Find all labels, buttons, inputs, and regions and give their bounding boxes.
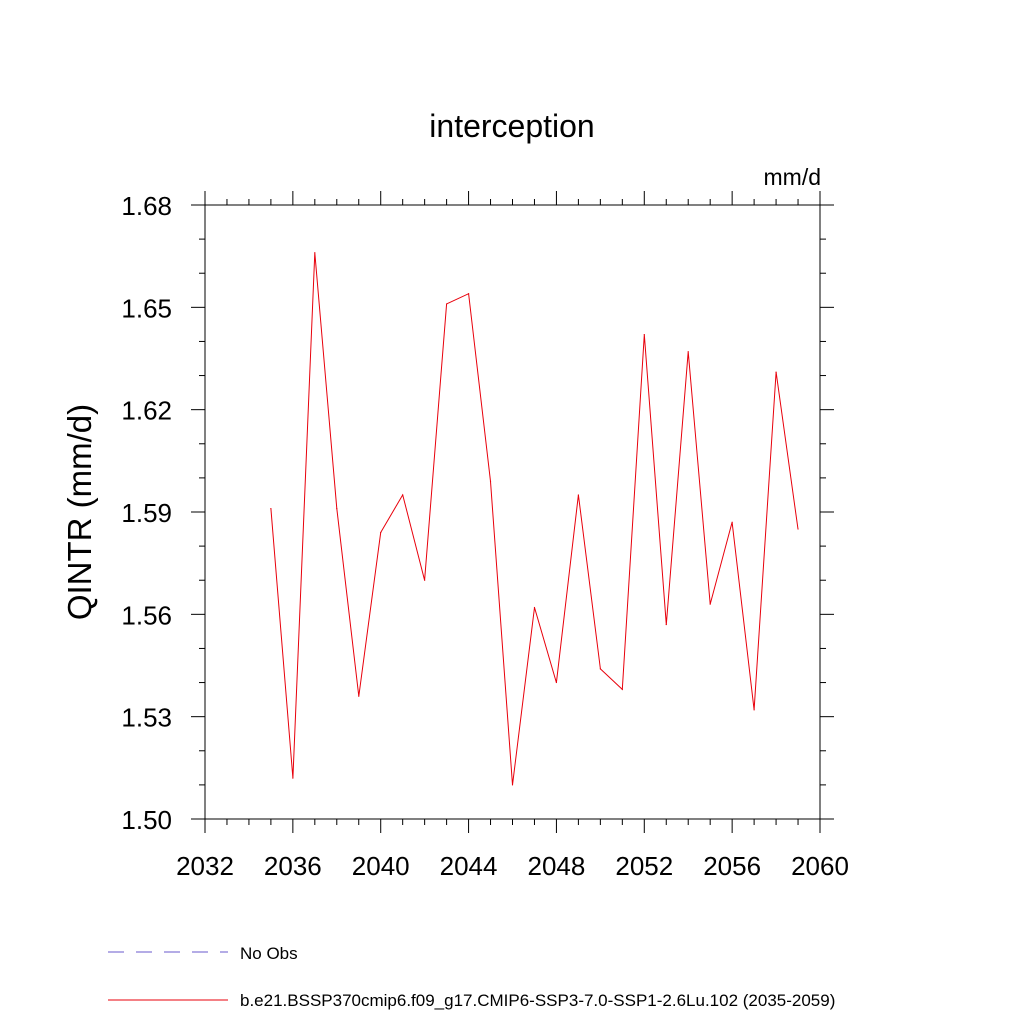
x-tick-label: 2040 [352, 851, 410, 881]
data-point [621, 688, 623, 690]
x-tick-label: 2048 [528, 851, 586, 881]
data-point [467, 293, 470, 295]
data-point [643, 334, 645, 336]
units-label: mm/d [764, 164, 822, 190]
data-point [380, 531, 382, 534]
data-point [555, 681, 558, 684]
x-tick-label: 2052 [615, 851, 673, 881]
data-point [402, 494, 404, 496]
data-point [599, 668, 601, 670]
data-point [577, 494, 579, 496]
x-tick-label: 2036 [264, 851, 322, 881]
data-point [687, 351, 689, 353]
data-point [336, 507, 338, 510]
data-point [314, 252, 316, 254]
legend-label-no-obs: No Obs [240, 944, 298, 963]
axes-layer: 2032 2036 2040 2044 2048 2052 2056 2060 1.50 1.53… [121, 191, 849, 881]
x-tick-label: 2056 [703, 851, 761, 881]
legend-label-model-run: b.e21.BSSP370cmip6.f09_g17.CMIP6-SSP3-7.… [240, 991, 835, 1010]
data-point [292, 777, 294, 779]
x-tick-label: 2044 [440, 851, 498, 881]
data-point [709, 603, 711, 605]
data-point [665, 623, 667, 626]
data-point [511, 784, 514, 786]
data-point [775, 371, 777, 373]
data-point [270, 507, 272, 510]
data-point [358, 695, 360, 697]
series-layer [270, 252, 799, 786]
y-tick-label: 1.56 [121, 600, 172, 630]
data-point [424, 579, 426, 581]
x-tick-label: 2060 [791, 851, 849, 881]
data-point [446, 303, 448, 305]
chart-title: interception [429, 108, 594, 144]
plot-frame [204, 204, 821, 820]
y-tick-label: 1.50 [121, 805, 172, 835]
data-point [797, 528, 799, 530]
y-axis-label: QINTR (mm/d) [61, 404, 98, 620]
y-tick-label: 1.68 [121, 191, 172, 221]
y-tick-label: 1.65 [121, 293, 172, 323]
y-tick-label: 1.59 [121, 498, 172, 528]
data-point [753, 709, 755, 711]
y-tick-label: 1.62 [121, 396, 172, 426]
x-tick-label: 2032 [176, 851, 234, 881]
data-point [533, 606, 536, 609]
series-line [270, 252, 799, 785]
y-tick-label: 1.53 [121, 703, 172, 733]
data-point [489, 480, 492, 482]
data-point [731, 521, 733, 523]
legend: No Obs b.e21.BSSP370cmip6.f09_g17.CMIP6-… [108, 944, 835, 1010]
